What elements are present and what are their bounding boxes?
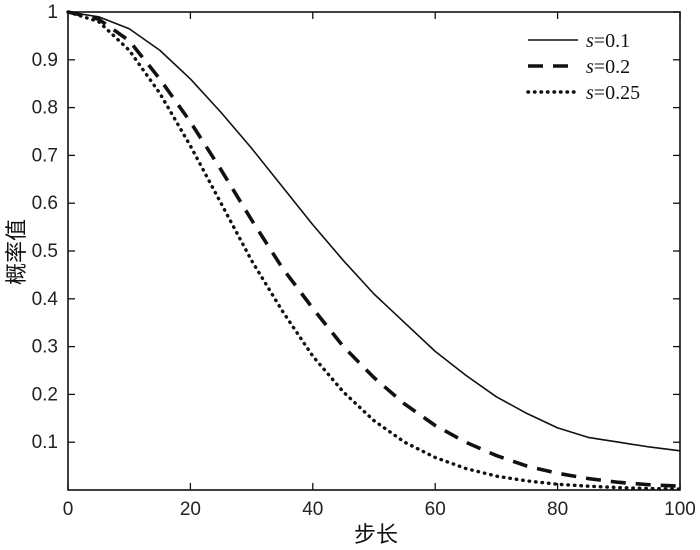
x-axis-tick-label: 80 bbox=[547, 499, 568, 520]
x-axis-tick-label: 40 bbox=[302, 499, 323, 520]
x-axis-title: 步长 bbox=[354, 523, 398, 548]
y-axis-tick-label: 0.8 bbox=[32, 98, 58, 119]
x-axis-tick-label: 0 bbox=[63, 499, 74, 520]
legend-label-prefix: s bbox=[586, 56, 594, 78]
series-line-s=0.1 bbox=[67, 11, 681, 452]
y-axis-tick-label: 0.6 bbox=[32, 193, 58, 214]
y-axis-title: 概率值 bbox=[5, 219, 30, 285]
x-axis-tick-label: 60 bbox=[425, 499, 446, 520]
legend-label-suffix: =0.2 bbox=[594, 56, 630, 78]
legend-label-prefix: s bbox=[586, 82, 594, 104]
legend-label-s=0.1: s=0.1 bbox=[586, 30, 630, 52]
series-line-s=0.25 bbox=[66, 10, 682, 491]
legend-label-suffix: =0.1 bbox=[594, 30, 630, 52]
y-axis-tick-label: 0.9 bbox=[32, 50, 58, 71]
x-axis-tick-label: 20 bbox=[180, 499, 201, 520]
legend-label-s=0.2: s=0.2 bbox=[586, 56, 630, 78]
x-axis-tick-label: 100 bbox=[664, 499, 696, 520]
y-axis-tick-label: 0.5 bbox=[32, 241, 58, 262]
y-axis-tick-label: 0.1 bbox=[32, 432, 58, 453]
series-lines bbox=[66, 10, 682, 491]
y-axis-tick-label: 0.2 bbox=[32, 384, 58, 405]
y-axis-tick-label: 1 bbox=[47, 2, 58, 23]
axis-ticks: 0 20 40 60 80 100 0.1 0.2 0.3 0.4 0.5 0.6 0.7 0.8 0.9 1 bbox=[32, 2, 696, 520]
y-axis-tick-label: 0.3 bbox=[32, 337, 58, 358]
legend: s=0.1s=0.2s=0.25 bbox=[526, 30, 640, 104]
legend-label-s=0.25: s=0.25 bbox=[586, 82, 640, 104]
y-axis-tick-label: 0.4 bbox=[32, 289, 59, 310]
series-line-s=0.2 bbox=[67, 10, 681, 488]
y-axis-tick-label: 0.7 bbox=[32, 145, 58, 166]
legend-label-suffix: =0.25 bbox=[594, 82, 640, 104]
legend-label-prefix: s bbox=[586, 30, 594, 52]
